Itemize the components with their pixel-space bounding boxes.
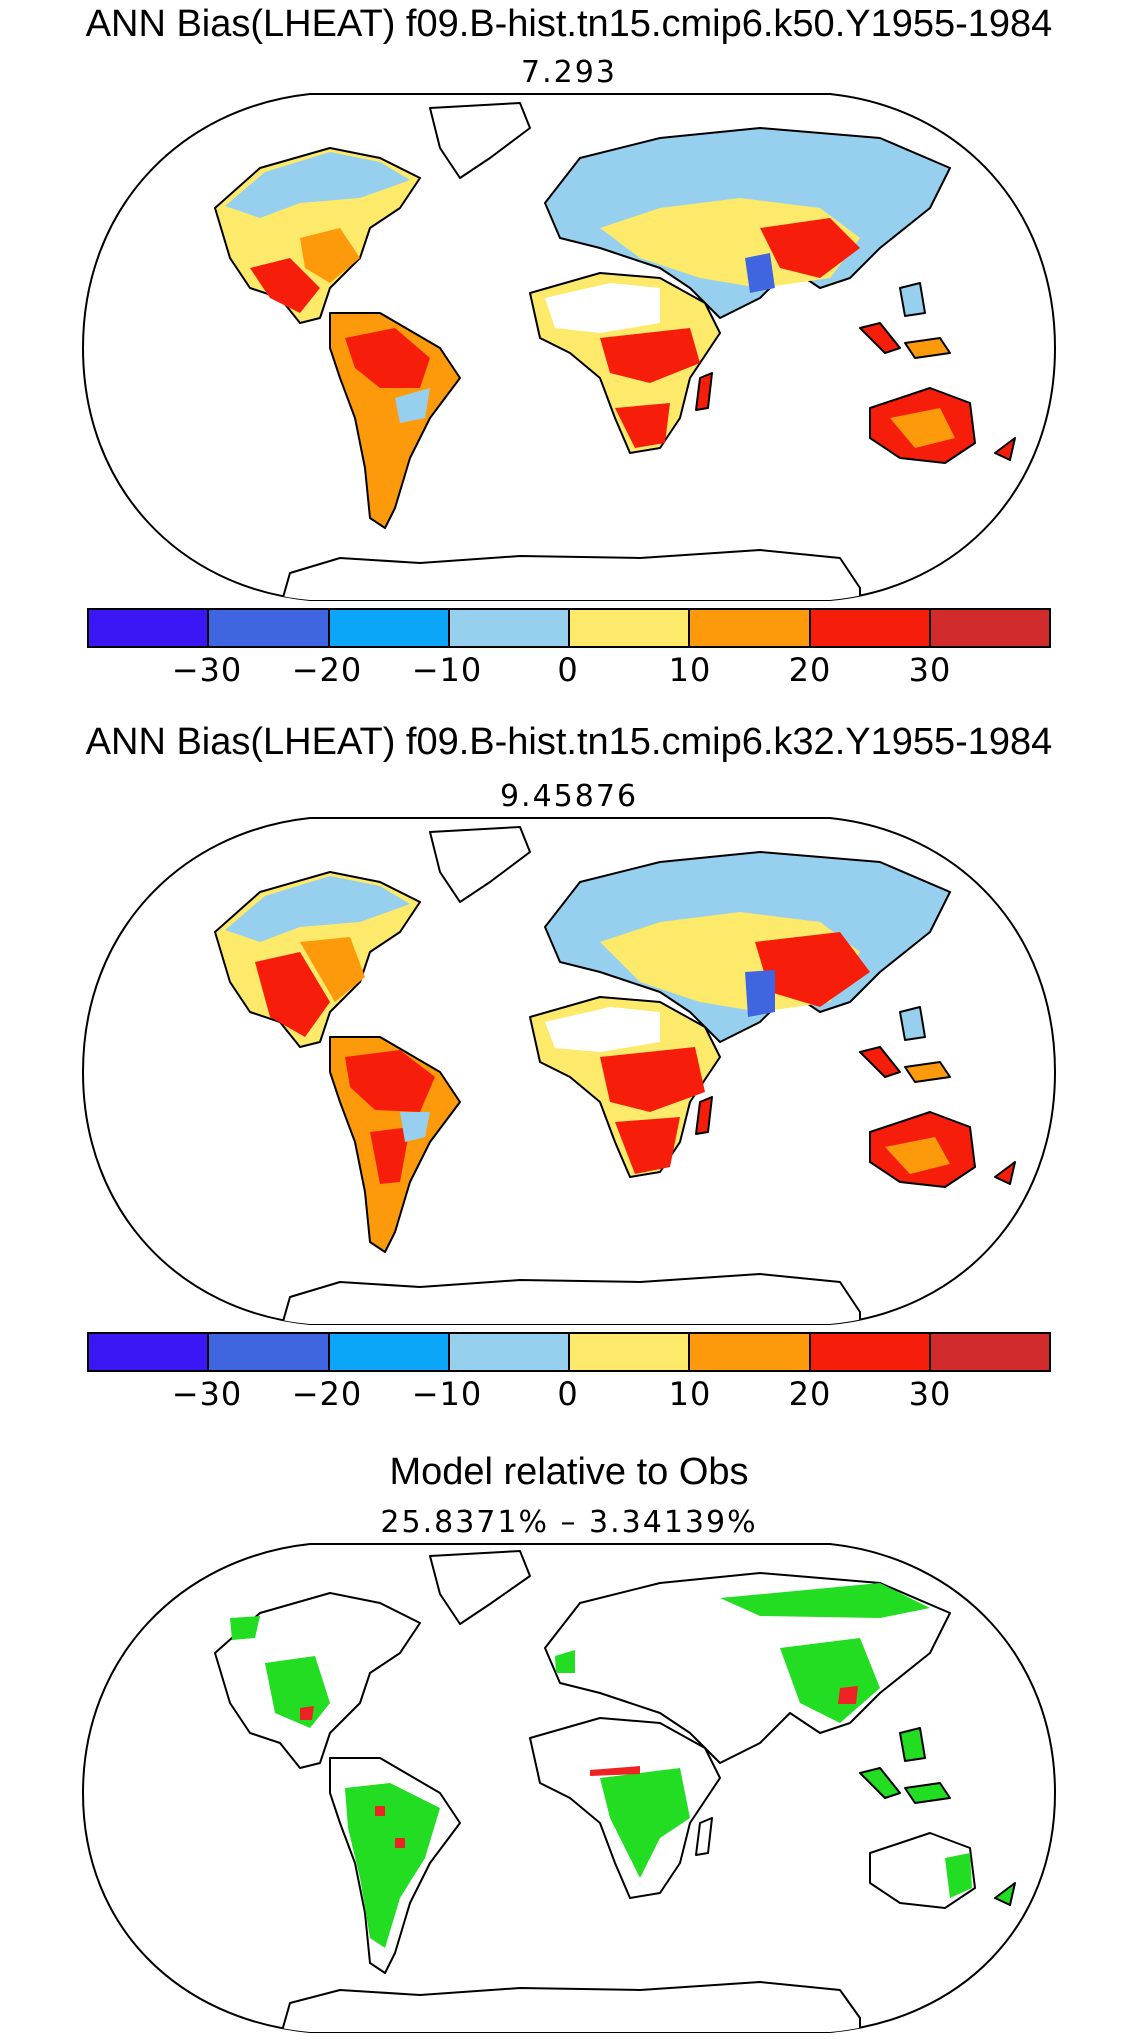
colorbar-tick-label: 0 [557, 1375, 579, 1413]
madagascar [695, 372, 713, 411]
colorbar-2 [87, 1332, 1051, 1372]
antarctica [279, 1273, 861, 1324]
colorbar-tick-label: −30 [171, 651, 243, 689]
antarctica [279, 549, 861, 600]
greenland [429, 102, 531, 179]
colorbar-tick-label: −10 [411, 1375, 483, 1413]
panel1-title: ANN Bias(LHEAT) f09.B-hist.tn15.cmip6.k5… [85, 3, 1053, 45]
colorbar-tick-label: −30 [171, 1375, 243, 1413]
colorbar-tick-label: 20 [788, 1375, 832, 1413]
panel3-map [81, 1543, 1057, 2033]
colorbar-swatch [930, 1334, 1049, 1370]
greenland [429, 826, 531, 903]
colorbar-tick-label: 30 [908, 1375, 952, 1413]
colorbar-tick-label: 20 [788, 651, 832, 689]
panel2-map [81, 817, 1057, 1325]
colorbar-1-ticks: −30 −20 −10 0 10 20 30 [0, 650, 1138, 690]
panel2-stat: 9.45876 [499, 779, 639, 814]
colorbar-tick-label: −20 [291, 1375, 363, 1413]
colorbar-tick-label: 10 [668, 1375, 712, 1413]
colorbar-2-ticks: −30 −20 −10 0 10 20 30 [0, 1374, 1138, 1414]
colorbar-tick-label: 0 [557, 651, 579, 689]
panel3-title: Model relative to Obs [389, 1451, 749, 1493]
colorbar-swatch [329, 1334, 450, 1370]
colorbar-tick-label: −10 [411, 651, 483, 689]
colorbar-swatch [89, 1334, 210, 1370]
colorbar-swatch [690, 610, 811, 646]
colorbar-tick-label: 30 [908, 651, 952, 689]
greenland [429, 1550, 531, 1625]
colorbar-swatch [930, 610, 1049, 646]
panel2-title: ANN Bias(LHEAT) f09.B-hist.tn15.cmip6.k3… [85, 721, 1053, 763]
colorbar-swatch [209, 1334, 330, 1370]
colorbar-swatch [690, 1334, 811, 1370]
madagascar [695, 1096, 713, 1135]
colorbar-swatch [570, 610, 691, 646]
colorbar-swatch [570, 1334, 691, 1370]
australia [869, 1832, 976, 1909]
eurasia [544, 1572, 951, 1764]
panel1-map [81, 93, 1057, 601]
colorbar-swatch [89, 610, 210, 646]
colorbar-swatch [449, 1334, 570, 1370]
colorbar-swatch [449, 610, 570, 646]
antarctica [279, 1981, 861, 2032]
madagascar [695, 1817, 713, 1856]
colorbar-swatch [329, 610, 450, 646]
colorbar-swatch [209, 610, 330, 646]
colorbar-tick-label: −20 [291, 651, 363, 689]
panel3-stat: 25.8371% – 3.34139% [380, 1505, 758, 1540]
colorbar-swatch [810, 1334, 931, 1370]
panel1-stat: 7.293 [521, 55, 617, 90]
colorbar-1 [87, 608, 1051, 648]
colorbar-tick-label: 10 [668, 651, 712, 689]
colorbar-swatch [810, 610, 931, 646]
